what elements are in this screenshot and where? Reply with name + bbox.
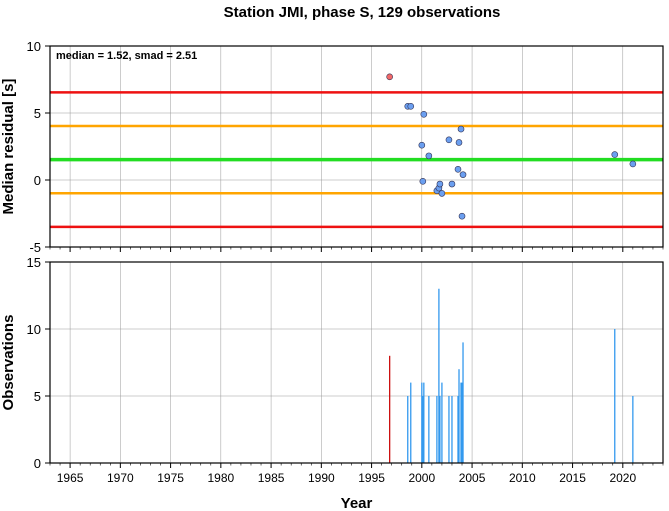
y-tick-label: 5 bbox=[34, 389, 41, 404]
y-tick-label: 10 bbox=[27, 322, 41, 337]
data-point bbox=[436, 180, 444, 188]
residual-panel: -5 0 5 10 Median residual [s] median = 1.52, … bbox=[0, 39, 664, 255]
y-tick-label: -5 bbox=[29, 240, 41, 255]
y-tick-label: 10 bbox=[27, 39, 41, 54]
data-point bbox=[418, 141, 426, 149]
x-tick-label: 1975 bbox=[157, 471, 184, 485]
outlier-point bbox=[386, 73, 393, 81]
x-tick-label: 2000 bbox=[408, 471, 435, 485]
x-tick-label: 1965 bbox=[57, 471, 84, 485]
y-axis-label: Median residual [s] bbox=[0, 79, 17, 215]
x-tick-label: 1990 bbox=[308, 471, 335, 485]
y-tick-label: 0 bbox=[34, 456, 41, 471]
x-tick-label: 1985 bbox=[258, 471, 285, 485]
data-point bbox=[448, 180, 456, 188]
plot-frame bbox=[49, 261, 664, 464]
data-point bbox=[407, 103, 415, 110]
x-tick-label: 2020 bbox=[609, 471, 636, 485]
x-tick-label: 1995 bbox=[358, 471, 385, 485]
data-point bbox=[629, 160, 637, 168]
data-point bbox=[425, 152, 433, 160]
y-tick-label: 5 bbox=[34, 106, 41, 121]
data-point bbox=[458, 212, 466, 220]
y-axis-label: Observations bbox=[0, 315, 17, 411]
plot-frame bbox=[49, 45, 664, 248]
observations-panel: 1965 1970 1975 1980 1985 1990 1995 2000 2005 2010… bbox=[0, 255, 664, 511]
y-tick-label: 0 bbox=[34, 173, 41, 188]
data-point bbox=[454, 165, 462, 173]
x-tick-label: 1980 bbox=[207, 471, 234, 485]
stats-annotation: median = 1.52, smad = 2.51 bbox=[56, 50, 197, 62]
y-tick-label: 15 bbox=[27, 255, 41, 270]
x-axis-label: Year bbox=[341, 495, 373, 511]
data-point bbox=[611, 151, 619, 158]
data-point bbox=[455, 139, 463, 146]
data-point bbox=[419, 178, 427, 185]
data-point bbox=[457, 125, 465, 133]
data-point bbox=[438, 190, 446, 197]
data-point bbox=[459, 171, 467, 178]
x-tick-label: 2005 bbox=[459, 471, 486, 485]
chart-title: Station JMI, phase S, 129 observations bbox=[224, 4, 501, 21]
data-point bbox=[445, 136, 453, 144]
x-tick-label: 2015 bbox=[559, 471, 586, 485]
x-tick-label: 2010 bbox=[509, 471, 536, 485]
x-tick-label: 1970 bbox=[107, 471, 134, 485]
data-point bbox=[420, 111, 428, 118]
